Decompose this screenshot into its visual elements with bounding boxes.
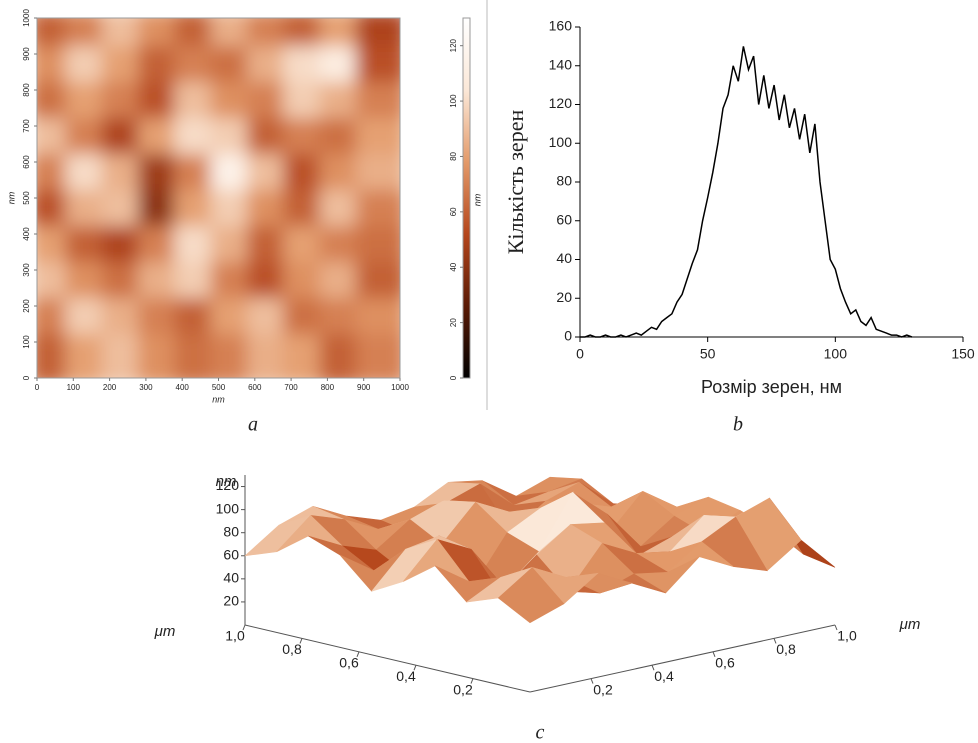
y-tick-label: 80 (556, 173, 572, 189)
z-tick-label: 20 (223, 593, 239, 609)
y-tick-label: 0 (564, 328, 572, 344)
y-axis-label: nm (6, 191, 16, 204)
x-tick-label: 100 (824, 346, 848, 362)
y-tick-label: 20 (556, 289, 572, 305)
x-tick-label: 200 (103, 383, 117, 392)
colorbar-tick-label: 100 (449, 94, 458, 108)
z-tick-label: 80 (223, 523, 239, 539)
y-tick-label: 800 (22, 83, 31, 97)
x-tick-label: 1000 (391, 383, 409, 392)
y-tick-label: 900 (22, 47, 31, 61)
x-tick-label: 100 (67, 383, 81, 392)
y-axis-label: Кількість зерен (503, 110, 528, 255)
x-tick-label: 50 (700, 346, 716, 362)
z-axis-label: nm (216, 473, 237, 490)
z-tick-label: 100 (216, 500, 240, 516)
y-tick-label: 120 (549, 95, 573, 111)
x-tick-label: 300 (139, 383, 153, 392)
x-tick-label: 700 (284, 383, 298, 392)
afm-surface (37, 18, 400, 378)
caption: c (536, 722, 545, 743)
x-tick-label: 0,4 (654, 668, 674, 684)
y-tick (242, 624, 246, 631)
z-tick-label: 60 (223, 546, 239, 562)
x-tick (834, 624, 838, 631)
x-tick-label: 400 (176, 383, 190, 392)
colorbar-label: nm (472, 193, 482, 206)
x-tick-label: 500 (212, 383, 226, 392)
y-tick-label: 300 (22, 263, 31, 277)
y-tick (299, 638, 303, 644)
y-tick-label: 160 (549, 18, 573, 34)
x-tick-label: 600 (248, 383, 262, 392)
surface-facet (497, 567, 565, 624)
y-tick-label: 140 (549, 56, 573, 72)
x-tick-label: 900 (357, 383, 371, 392)
afm-image (37, 18, 400, 378)
y-tick-label: 1000 (22, 9, 31, 27)
y-axis-label: μm (154, 623, 176, 640)
x-axis-label: nm (212, 394, 225, 404)
x-tick-label: 0 (576, 346, 584, 362)
y-tick (413, 665, 417, 671)
y-tick-label: 40 (556, 250, 572, 266)
caption: a (248, 414, 258, 436)
data-line (580, 46, 913, 338)
x-tick-label: 0,8 (776, 641, 796, 657)
height-cell (355, 334, 400, 378)
colorbar-tick-label: 120 (449, 38, 458, 52)
axis (244, 624, 531, 693)
y-tick-label: 0,8 (282, 641, 302, 657)
x-tick-label: 0,2 (593, 681, 613, 697)
y-tick-label: 0 (22, 375, 31, 380)
y-tick-label: 100 (549, 134, 573, 150)
colorbar-tick-label: 40 (449, 262, 458, 271)
y-tick-label: 600 (22, 155, 31, 169)
x-tick-label: 0 (35, 383, 40, 392)
colorbar-tick-label: 60 (449, 207, 458, 216)
colorbar-tick-label: 80 (449, 151, 458, 160)
z-tick-label: 40 (223, 570, 239, 586)
x-tick-label: 800 (321, 383, 335, 392)
y-tick-label: 60 (556, 211, 572, 227)
colorbar-tick-label: 0 (449, 375, 458, 380)
x-tick-label: 150 (951, 346, 975, 362)
y-tick-label: 1,0 (225, 628, 245, 644)
x-axis-label: μm (899, 616, 921, 633)
y-tick-label: 400 (22, 227, 31, 241)
colorbar (462, 17, 471, 379)
x-tick (590, 678, 594, 684)
y-tick-label: 700 (22, 119, 31, 133)
x-tick (651, 665, 655, 671)
y-tick-label: 0,4 (396, 668, 416, 684)
x-tick-label: 0,6 (715, 655, 735, 671)
surface-3d (244, 476, 836, 624)
y-tick-label: 0,6 (339, 655, 359, 671)
colorbar-tick-label: 20 (449, 318, 458, 327)
y-tick-label: 200 (22, 299, 31, 313)
z-tick-label: 120 (216, 477, 240, 493)
x-tick (773, 638, 777, 644)
y-tick (356, 651, 360, 657)
y-tick-label: 500 (22, 191, 31, 205)
y-tick-label: 100 (22, 335, 31, 349)
caption: b (733, 414, 743, 436)
x-tick-label: 1,0 (837, 628, 857, 644)
y-tick (470, 678, 474, 684)
x-axis-label: Розмір зерен, нм (701, 377, 842, 397)
y-tick-label: 0,2 (453, 681, 473, 697)
x-tick (712, 651, 716, 657)
axis (529, 624, 836, 693)
